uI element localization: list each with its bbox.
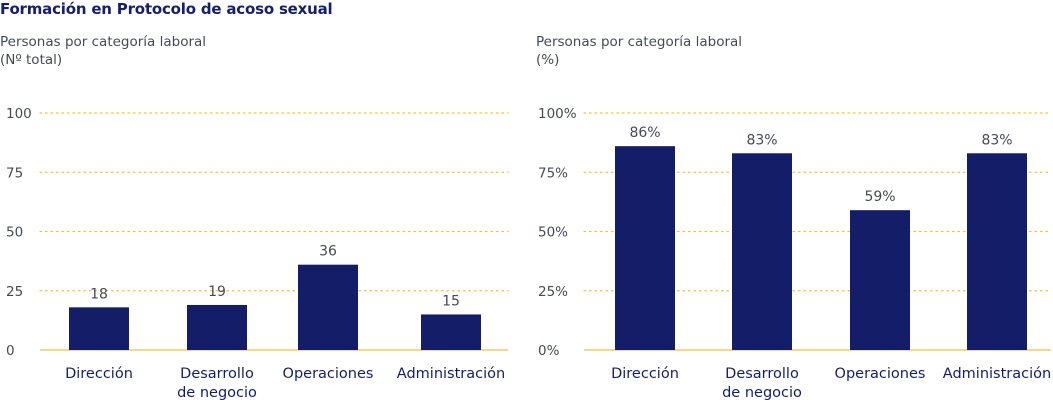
chart-1-category-label: Administración bbox=[397, 366, 505, 382]
chart-2-category-label: Desarrollo de negocio bbox=[722, 366, 802, 400]
chart-2-ytick-label: 75% bbox=[538, 165, 568, 181]
chart-2-category-label: Administración bbox=[943, 366, 1051, 382]
chart-1-ytick-label: 25 bbox=[6, 284, 23, 300]
chart-2-subtitle-block: Personas por categoría laboral (%) bbox=[536, 33, 742, 69]
chart-1-bar bbox=[421, 314, 481, 350]
chart-2-title: Personas por categoría laboral bbox=[536, 34, 743, 50]
chart-2-category-label-line: Administración bbox=[943, 366, 1051, 382]
chart-2-category-label-line: Dirección bbox=[611, 366, 679, 382]
chart-2-category-label-line: Desarrollo bbox=[725, 366, 799, 382]
chart-2-value-label: 59% bbox=[864, 189, 895, 205]
chart-1-category-label-line: Desarrollo bbox=[180, 366, 254, 382]
chart-1-value-label: 36 bbox=[319, 244, 337, 260]
chart-2-bar bbox=[615, 146, 675, 350]
chart-1-category-label-line: Administración bbox=[397, 366, 505, 382]
chart-2-category-label-line: Operaciones bbox=[835, 366, 926, 382]
chart-1-bar bbox=[298, 264, 358, 350]
chart-2-value-label: 83% bbox=[981, 132, 1012, 148]
chart-1-ytick-label: 0 bbox=[6, 343, 15, 359]
chart-1-category-label: Operaciones bbox=[283, 366, 374, 382]
chart-1-value-label: 18 bbox=[90, 286, 108, 302]
chart-1-ytick-label: 75 bbox=[6, 165, 23, 181]
chart-2-ytick-label: 0% bbox=[538, 343, 560, 359]
chart-total-count: 0 25 50 75 100 18 Dirección 19 Desarrollo de nego… bbox=[6, 106, 509, 400]
chart-2-bar bbox=[967, 153, 1027, 350]
chart-1-subtitle-block: Personas por categoría laboral (Nº total… bbox=[0, 33, 206, 69]
chart-2-value-label: 86% bbox=[629, 125, 660, 141]
chart-2-ytick-label: 25% bbox=[538, 284, 568, 300]
chart-1-value-label: 19 bbox=[208, 284, 226, 300]
chart-2-subtitle: (%) bbox=[536, 52, 560, 68]
chart-2-ytick-label: 50% bbox=[538, 225, 568, 241]
chart-2-value-label: 83% bbox=[746, 132, 777, 148]
chart-2-ytick-label: 100% bbox=[538, 106, 577, 122]
chart-1-value-label: 15 bbox=[442, 293, 460, 309]
chart-1-category-label-line: Dirección bbox=[65, 366, 133, 382]
chart-1-title: Personas por categoría laboral bbox=[0, 34, 207, 50]
chart-1-ytick-label: 50 bbox=[6, 225, 23, 241]
chart-2-bar bbox=[850, 210, 910, 350]
page-title: Formación en Protocolo de acoso sexual bbox=[0, 0, 333, 18]
chart-1-bar bbox=[187, 304, 247, 350]
chart-1-ytick-label: 100 bbox=[6, 106, 32, 122]
chart-1-category-label-line: Operaciones bbox=[283, 366, 374, 382]
chart-2-category-label: Operaciones bbox=[835, 366, 926, 382]
chart-2-category-label: Dirección bbox=[611, 366, 679, 382]
chart-1-bar bbox=[69, 307, 129, 350]
chart-1-category-label: Desarrollo de negocio bbox=[177, 366, 257, 400]
chart-2-bar bbox=[732, 153, 792, 350]
chart-1-subtitle: (Nº total) bbox=[0, 52, 63, 68]
chart-1-category-label: Dirección bbox=[65, 366, 133, 382]
chart-2-category-label-line: de negocio bbox=[722, 385, 802, 400]
chart-1-category-label-line: de negocio bbox=[177, 385, 257, 400]
